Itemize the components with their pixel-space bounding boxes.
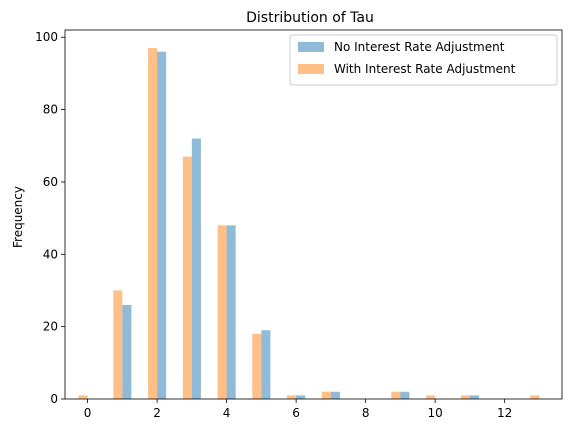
x-tick-label: 12 <box>497 406 512 420</box>
bar-series-1-x-1 <box>122 304 132 399</box>
bar-series-2-x-1 <box>113 290 123 399</box>
bar-series-1-x-7 <box>330 391 340 399</box>
y-tick-label: 100 <box>35 30 58 44</box>
bar-series-2-x-6 <box>287 395 297 399</box>
bar-series-2-x-4 <box>217 225 227 399</box>
bar-series-2-x-7 <box>321 391 331 399</box>
bar-series-2-x-2 <box>148 48 158 400</box>
y-tick-label: 40 <box>43 247 58 261</box>
y-tick-label: 20 <box>43 320 58 334</box>
legend: No Interest Rate Adjustment With Interest… <box>289 34 558 86</box>
x-tick-label: 6 <box>292 406 300 420</box>
bar-series-2-x-0 <box>78 395 88 399</box>
bar-series-2-x-13 <box>530 395 540 399</box>
legend-label-2: With Interest Rate Adjustment <box>334 62 516 76</box>
bar-series-2-x-9 <box>391 391 401 399</box>
chart-title: Distribution of Tau <box>246 10 374 26</box>
bar-series-1-x-6 <box>296 395 306 399</box>
y-tick-label: 0 <box>50 392 58 406</box>
legend-box <box>289 34 558 86</box>
y-tick-label: 60 <box>43 175 58 189</box>
legend-label-1: No Interest Rate Adjustment <box>334 40 505 54</box>
bar-series-1-x-5 <box>261 330 271 399</box>
y-axis-label: Frequency <box>11 186 25 248</box>
x-tick-label: 8 <box>362 406 370 420</box>
bar-series-2-x-10 <box>426 395 436 399</box>
bar-series-2-x-5 <box>252 333 262 399</box>
y-tick-label: 80 <box>43 103 58 117</box>
plot-frame <box>64 29 563 400</box>
legend-swatch-2 <box>298 64 324 74</box>
bar-series-2-x-3 <box>182 156 192 399</box>
x-tick-label: 2 <box>153 406 161 420</box>
bar-series-1-x-9 <box>400 391 410 399</box>
bar-series-1-x-2 <box>157 51 167 400</box>
bar-series-2-x-11 <box>460 395 470 399</box>
x-tick-label: 10 <box>428 406 443 420</box>
bars-group <box>78 48 540 400</box>
x-axis-ticks: 0 2 4 6 8 10 12 <box>84 399 512 420</box>
bar-series-1-x-4 <box>226 225 236 399</box>
y-axis-ticks: 0 20 40 60 80 100 <box>35 30 65 406</box>
bar-series-1-x-11 <box>469 395 479 399</box>
x-tick-label: 4 <box>223 406 231 420</box>
bar-series-1-x-3 <box>191 138 201 399</box>
x-tick-label: 0 <box>84 406 92 420</box>
legend-swatch-1 <box>298 42 324 52</box>
